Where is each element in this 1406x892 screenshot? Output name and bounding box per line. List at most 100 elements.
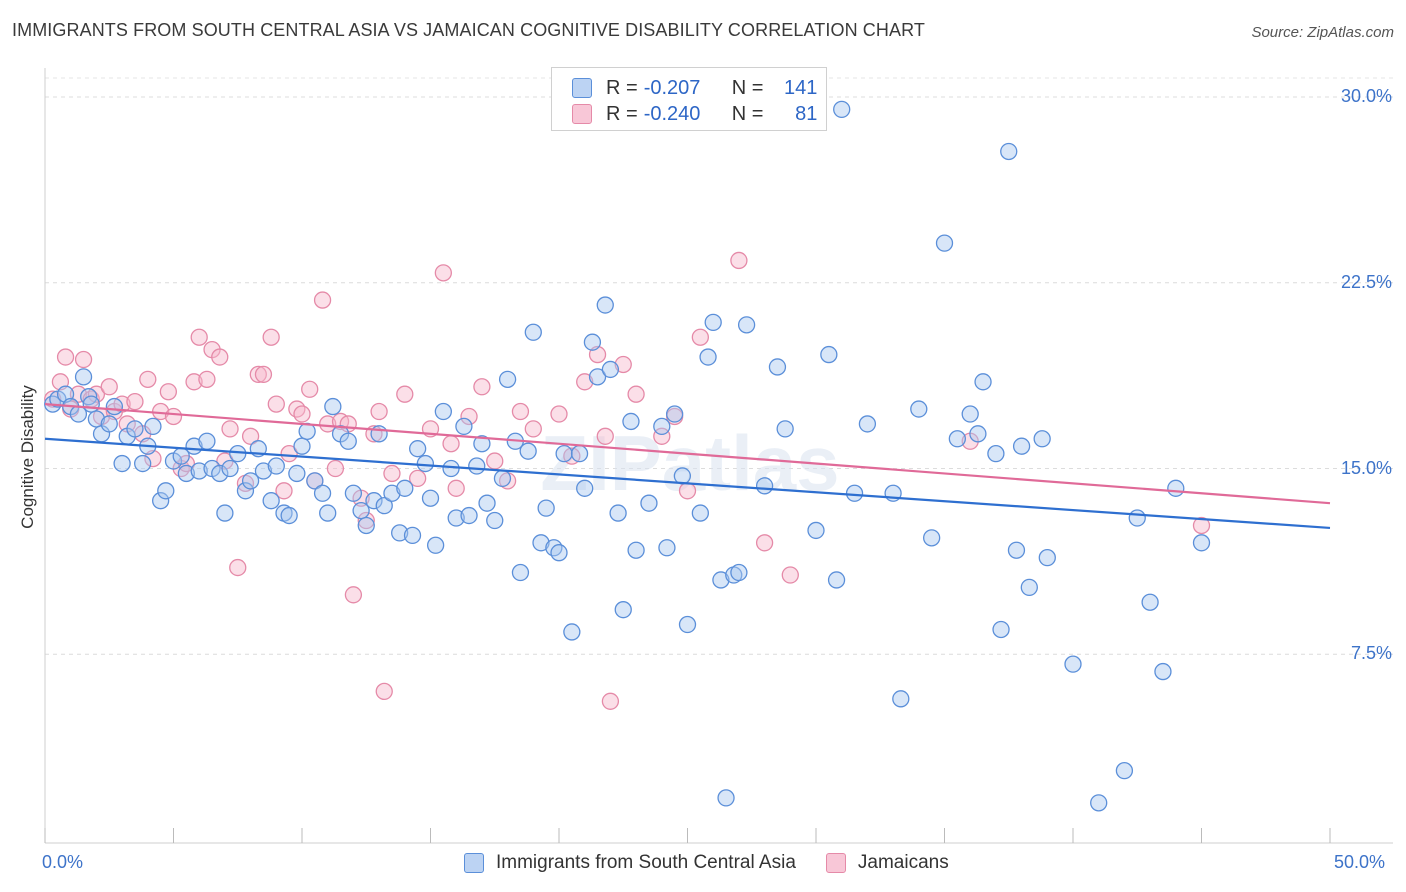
- data-point: [935, 234, 954, 252]
- data-point: [391, 524, 409, 542]
- data-point: [288, 400, 306, 418]
- data-point: [666, 405, 684, 423]
- data-point: [1012, 437, 1031, 455]
- data-point: [249, 365, 267, 384]
- data-point: [653, 427, 671, 445]
- data-point: [74, 350, 93, 369]
- data-point: [1192, 516, 1211, 535]
- data-point: [1115, 762, 1134, 780]
- data-point: [653, 417, 671, 436]
- data-point: [396, 385, 414, 403]
- data-point: [570, 444, 589, 463]
- data-point: [421, 489, 440, 507]
- data-point: [961, 405, 979, 423]
- legend-r-value: -0.207: [643, 76, 701, 99]
- data-point: [319, 504, 337, 522]
- watermark: ZIPatlas: [540, 419, 839, 507]
- data-point: [974, 373, 992, 391]
- source-label: Source: ZipAtlas.com: [1251, 24, 1394, 41]
- x-tick-label-max: 50.0%: [1334, 852, 1386, 872]
- data-point: [601, 360, 620, 379]
- data-point: [576, 479, 594, 497]
- y-tick-label: 22.5%: [1340, 271, 1392, 292]
- data-point: [460, 506, 478, 525]
- data-point: [1167, 479, 1185, 497]
- chart-title: IMMIGRANTS FROM SOUTH CENTRAL ASIA VS JA…: [12, 20, 925, 40]
- data-point: [498, 370, 517, 388]
- data-point: [596, 427, 614, 445]
- data-point: [1128, 509, 1146, 527]
- data-point: [473, 378, 491, 396]
- data-point: [56, 348, 75, 366]
- legend-r-label: R =: [606, 76, 638, 99]
- data-point: [293, 405, 311, 423]
- trend-line-south-central-asia: [44, 437, 1331, 530]
- data-point: [254, 365, 273, 384]
- data-point: [910, 400, 928, 418]
- data-point: [550, 544, 568, 562]
- data-point: [280, 506, 298, 525]
- data-point: [704, 313, 722, 332]
- data-point: [969, 425, 987, 443]
- data-point: [609, 504, 627, 522]
- data-point: [211, 348, 229, 366]
- data-point: [1064, 655, 1082, 673]
- data-point: [151, 492, 170, 510]
- data-point: [627, 385, 645, 403]
- data-point: [737, 316, 756, 334]
- data-point: [139, 370, 157, 388]
- y-tick-label: 7.5%: [1350, 643, 1392, 664]
- data-point: [833, 100, 851, 119]
- data-point: [301, 380, 319, 398]
- data-point: [468, 457, 486, 475]
- data-point: [588, 368, 607, 386]
- data-point: [383, 464, 401, 483]
- data-point: [511, 563, 530, 582]
- data-point: [892, 690, 910, 708]
- data-point: [755, 477, 774, 495]
- grid-lines: [45, 77, 1393, 655]
- data-point: [293, 437, 311, 455]
- data-point: [211, 464, 229, 483]
- data-point: [583, 333, 602, 351]
- data-point: [375, 496, 393, 515]
- data-point: [601, 692, 620, 710]
- data-point: [357, 516, 375, 535]
- x-tick-label-min: 0.0%: [42, 852, 84, 872]
- data-point: [370, 402, 388, 421]
- data-point: [416, 454, 435, 473]
- data-point: [992, 620, 1010, 639]
- data-point: [365, 492, 383, 510]
- legend-n-value: 141: [784, 76, 818, 99]
- data-point: [640, 494, 658, 512]
- data-point: [563, 623, 581, 641]
- data-point: [486, 452, 504, 470]
- data-point: [596, 296, 614, 314]
- data-point: [408, 469, 427, 488]
- series-jamaicans-points: [44, 251, 1211, 710]
- data-point: [69, 385, 88, 403]
- data-point: [550, 405, 568, 423]
- data-point: [221, 420, 239, 438]
- data-point: [241, 472, 260, 490]
- data-point: [254, 462, 273, 480]
- data-point: [845, 484, 864, 502]
- data-point: [126, 420, 144, 438]
- legend-row-jamaicans: R = -0.240 N = 81: [572, 102, 817, 126]
- legend-item-south-central-asia[interactable]: Immigrants from South Central Asia: [464, 852, 796, 874]
- data-point: [344, 586, 363, 604]
- legend-row-south-central-asia: R = -0.207 N = 141: [572, 76, 817, 100]
- data-point: [447, 509, 465, 527]
- data-point: [375, 682, 393, 701]
- data-point: [241, 427, 260, 445]
- legend-n-label: N =: [731, 102, 764, 125]
- data-point: [691, 328, 709, 346]
- data-point: [658, 539, 676, 557]
- data-point: [426, 536, 445, 554]
- data-point: [1000, 142, 1018, 161]
- data-point: [288, 464, 306, 483]
- data-point: [987, 444, 1005, 463]
- legend-item-jamaicans[interactable]: Jamaicans: [825, 852, 949, 874]
- data-point: [519, 442, 537, 460]
- data-point: [275, 482, 293, 500]
